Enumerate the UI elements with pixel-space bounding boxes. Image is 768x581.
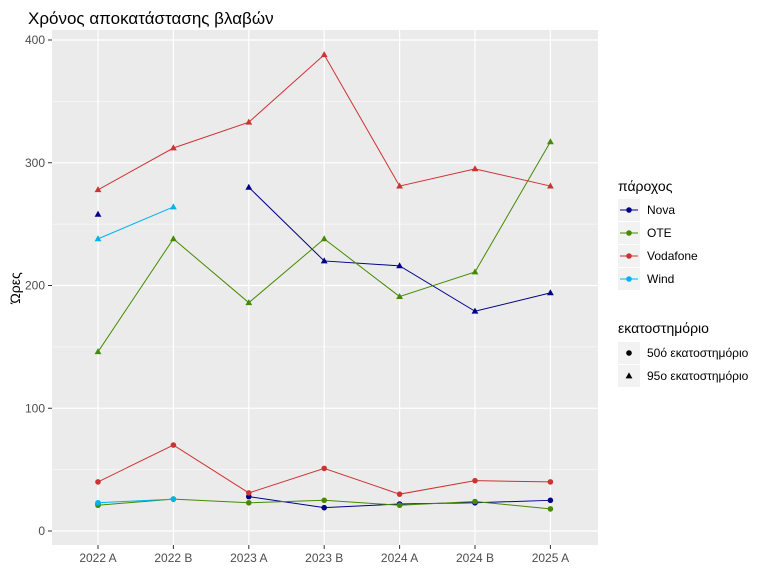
- chart-title: Χρόνος αποκατάστασης βλαβών: [28, 9, 274, 28]
- data-point-vodafone: [396, 491, 403, 497]
- data-point-nova: [547, 497, 554, 504]
- data-point-nova: [471, 307, 479, 314]
- x-tick-label: 2024 B: [456, 551, 494, 565]
- data-point-ote: [170, 235, 177, 242]
- data-point-ote: [94, 348, 102, 355]
- legend-marker: [626, 207, 632, 213]
- legend-shape-marker: [625, 372, 633, 379]
- data-point-vodafone: [246, 490, 252, 496]
- legend-label: Nova: [647, 203, 675, 217]
- data-point-ote: [471, 268, 479, 275]
- y-tick-label: 400: [25, 33, 45, 47]
- data-point-vodafone: [170, 144, 177, 151]
- data-point-wind: [170, 203, 177, 210]
- data-point-ote: [547, 506, 554, 512]
- data-point-vodafone: [245, 118, 253, 125]
- data-point-nova: [94, 210, 102, 217]
- legend-marker: [626, 230, 632, 236]
- data-point-ote: [246, 499, 252, 506]
- color-legend-title: πάροχος: [618, 178, 673, 194]
- data-point-ote: [547, 138, 554, 145]
- y-tick-label: 200: [25, 279, 45, 293]
- plot-panel: [52, 30, 598, 545]
- legend-label: 95ο εκατοστημόριο: [647, 369, 749, 383]
- legend-label: OTE: [647, 226, 672, 240]
- data-point-wind: [95, 499, 101, 506]
- data-point-ote: [320, 235, 328, 242]
- data-point-vodafone: [321, 465, 328, 472]
- y-tick-label: 300: [25, 156, 45, 170]
- data-point-nova: [321, 504, 328, 511]
- data-point-nova: [396, 262, 403, 269]
- legend-marker: [626, 253, 632, 259]
- data-point-vodafone: [94, 186, 102, 193]
- data-point-vodafone: [170, 442, 177, 448]
- data-point-vodafone: [320, 51, 328, 58]
- x-tick-label: 2025 A: [532, 551, 569, 565]
- data-point-vodafone: [472, 477, 478, 484]
- y-tick-label: 100: [25, 401, 45, 415]
- x-tick-label: 2022 A: [79, 551, 116, 565]
- x-tick-label: 2023 A: [230, 551, 267, 565]
- data-point-ote: [472, 498, 478, 505]
- data-point-nova: [320, 257, 328, 264]
- shape-legend-title: εκατοστημόριο: [618, 320, 709, 336]
- data-point-vodafone: [547, 182, 554, 189]
- data-point-ote: [321, 497, 328, 504]
- data-point-ote: [245, 299, 253, 306]
- legend-label: Wind: [647, 272, 674, 286]
- x-tick-label: 2023 B: [305, 551, 343, 565]
- data-point-vodafone: [396, 182, 403, 189]
- series-line-wind: [97, 206, 174, 240]
- y-axis-label: Ώρες: [7, 272, 23, 305]
- data-point-vodafone: [471, 165, 479, 172]
- data-point-ote: [396, 502, 403, 509]
- data-point-wind: [94, 235, 102, 242]
- legend-marker: [626, 276, 632, 282]
- data-point-wind: [170, 496, 177, 502]
- legend-label: 50ό εκατοστημόριο: [647, 346, 749, 360]
- data-point-vodafone: [95, 479, 101, 485]
- x-tick-label: 2024 A: [381, 551, 418, 565]
- y-tick-label: 0: [38, 524, 45, 538]
- legend-label: Vodafone: [647, 249, 698, 263]
- x-tick-label: 2022 B: [154, 551, 192, 565]
- data-point-vodafone: [547, 479, 554, 485]
- legend-shape-marker: [626, 350, 632, 356]
- series-line-wind: [97, 498, 174, 504]
- data-point-nova: [547, 289, 554, 296]
- data-point-nova: [245, 183, 253, 190]
- data-point-ote: [396, 292, 403, 299]
